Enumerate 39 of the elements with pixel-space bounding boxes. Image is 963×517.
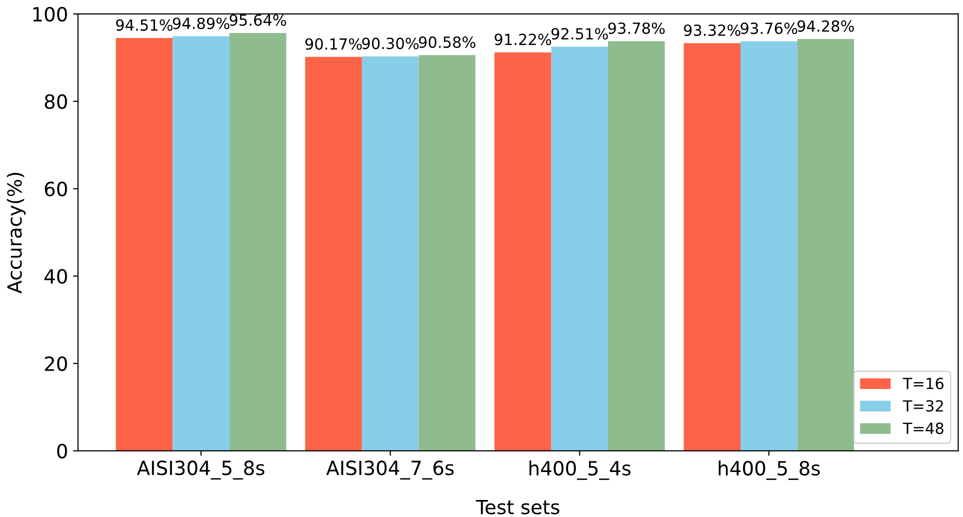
data-label: 92.51%: [551, 28, 608, 40]
data-label: 93.76%: [740, 22, 798, 34]
legend-label: T=32: [902, 400, 943, 412]
y-axis-title: Accuracy(%): [6, 172, 26, 294]
bar: [684, 43, 741, 451]
bar: [418, 55, 476, 451]
y-tick-label: 60: [44, 182, 67, 196]
data-label: 90.58%: [418, 36, 476, 48]
data-label: 94.28%: [798, 20, 854, 32]
x-tick-label: AISI304_5_8s: [136, 460, 264, 480]
data-label: 90.30%: [362, 38, 419, 50]
bar: [229, 33, 286, 451]
y-tick-label: 0: [57, 444, 67, 458]
data-label: 95.64%: [230, 14, 286, 26]
bar: [551, 46, 608, 451]
data-label: 94.51%: [116, 19, 173, 31]
data-label: 93.78%: [608, 22, 665, 34]
data-label: 91.22%: [494, 34, 552, 46]
x-tick-label: h400_5_4s: [530, 460, 631, 480]
legend-label: T=48: [902, 422, 944, 434]
bar: [608, 41, 665, 451]
data-label: 94.89%: [172, 18, 230, 30]
bar: [494, 52, 552, 451]
x-tick-label: AISI304_7_6s: [326, 460, 454, 480]
bar: [172, 36, 230, 451]
bar: [362, 56, 419, 451]
data-label: 93.32%: [684, 24, 740, 36]
y-tick-label: 100: [33, 6, 67, 22]
legend-label: T=16: [902, 378, 944, 390]
bar: [305, 56, 362, 451]
data-label: 90.17%: [305, 38, 362, 50]
y-tick-label: 80: [44, 94, 67, 109]
x-tick-label: h400_5_8s: [718, 460, 820, 480]
x-axis-title: Test sets: [476, 500, 560, 514]
bar: [740, 41, 798, 451]
bar: [116, 38, 173, 451]
y-tick-label: 20: [44, 356, 67, 372]
bar: [797, 38, 854, 451]
y-tick-label: 40: [44, 269, 67, 284]
